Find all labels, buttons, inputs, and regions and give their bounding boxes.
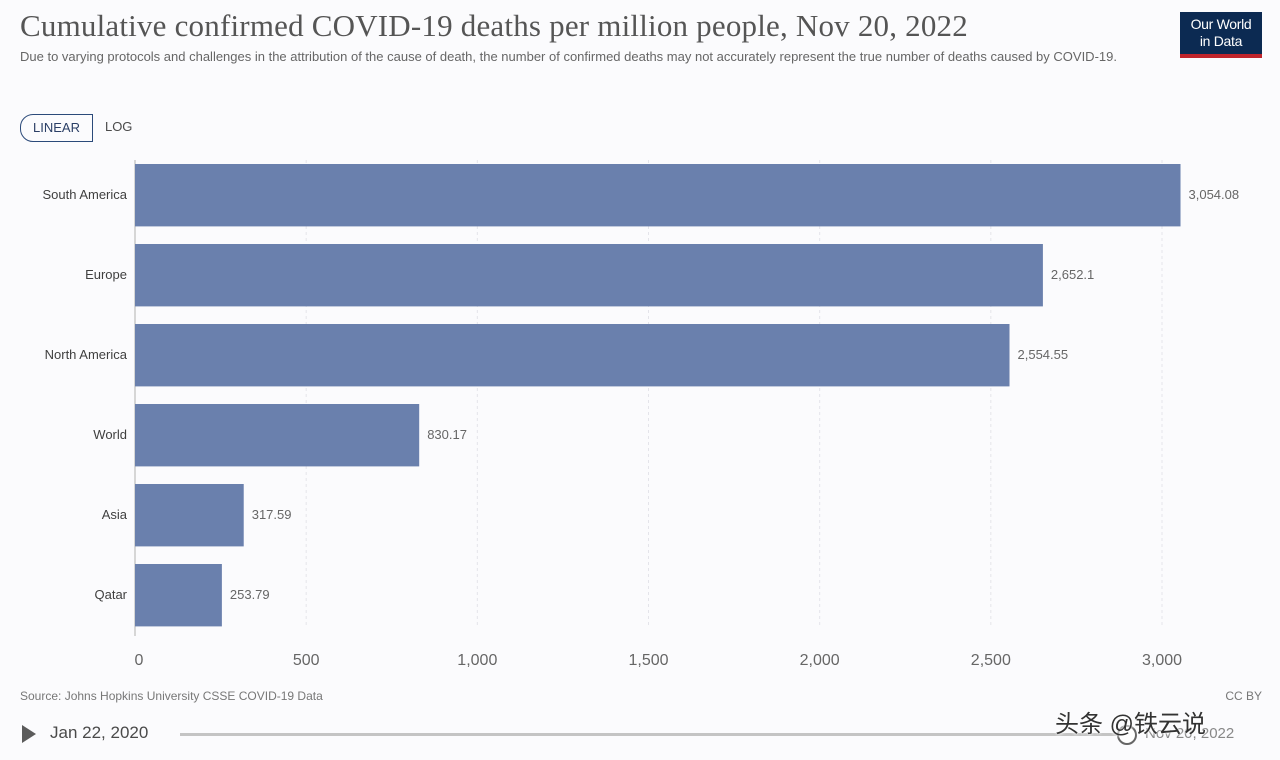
gridlines xyxy=(134,160,1163,636)
x-tick-label: 3,000 xyxy=(1142,652,1182,669)
bar[interactable] xyxy=(135,564,222,627)
value-label: 2,554.55 xyxy=(1018,347,1069,362)
bar[interactable] xyxy=(135,404,420,467)
scale-toggle: LINEAR LOG xyxy=(20,114,144,142)
license-note[interactable]: CC BY xyxy=(1225,689,1262,703)
labels: 0 500 1,000 1,500 2,000 2,500 3,000 South Ameri… xyxy=(42,187,1239,669)
value-label: 3,054.08 xyxy=(1189,187,1240,202)
value-label: 830.17 xyxy=(427,427,467,442)
bar[interactable] xyxy=(135,324,1010,387)
linear-scale-button[interactable]: LINEAR xyxy=(20,114,93,142)
timeline-track[interactable] xyxy=(180,733,1130,736)
value-label: 2,652.1 xyxy=(1051,267,1094,282)
timeline-start-label: Jan 22, 2020 xyxy=(50,723,149,742)
timeline-handle[interactable] xyxy=(1117,725,1137,745)
x-tick-label: 1,000 xyxy=(457,652,497,669)
value-label: 253.79 xyxy=(230,587,270,602)
chart-subtitle: Due to varying protocols and challenges … xyxy=(20,49,1117,64)
bar[interactable] xyxy=(135,244,1043,307)
x-tick-label: 0 xyxy=(135,652,144,669)
bar[interactable] xyxy=(135,164,1181,227)
chart-title: Cumulative confirmed COVID-19 deaths per… xyxy=(20,8,968,43)
x-tick-label: 500 xyxy=(293,652,320,669)
category-label: South America xyxy=(42,187,127,202)
category-label: Qatar xyxy=(94,587,127,602)
x-tick-label: 1,500 xyxy=(628,652,668,669)
timeline: Jan 22, 2020 Nov 20, 2022 xyxy=(0,716,1280,752)
bar-chart: 0 500 1,000 1,500 2,000 2,500 3,000 South Ameri… xyxy=(42,160,1239,669)
owid-logo[interactable]: Our World in Data xyxy=(1180,12,1262,58)
source-note[interactable]: Source: Johns Hopkins University CSSE CO… xyxy=(20,689,323,703)
bar[interactable] xyxy=(135,484,244,547)
watermark: 头条 @铁云说 xyxy=(1055,711,1207,738)
log-scale-button[interactable]: LOG xyxy=(104,119,133,134)
category-label: Europe xyxy=(85,267,127,282)
logo-line-2: in Data xyxy=(1199,33,1243,49)
x-tick-label: 2,500 xyxy=(971,652,1011,669)
category-label: World xyxy=(93,427,127,442)
logo-line-1: Our World xyxy=(1190,16,1252,32)
bars xyxy=(135,164,1181,627)
play-icon[interactable] xyxy=(22,725,36,743)
category-label: North America xyxy=(45,347,128,362)
value-label: 317.59 xyxy=(252,507,292,522)
timeline-end-label: Nov 20, 2022 xyxy=(1145,725,1235,742)
x-tick-label: 2,000 xyxy=(800,652,840,669)
category-label: Asia xyxy=(102,507,128,522)
